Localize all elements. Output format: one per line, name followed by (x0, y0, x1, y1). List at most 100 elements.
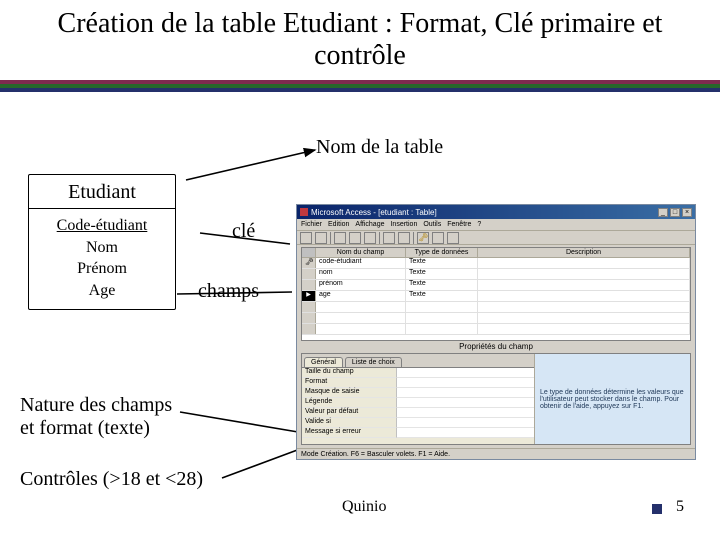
menu-item[interactable]: Insertion (390, 221, 417, 228)
row-selector[interactable] (302, 302, 316, 312)
property-row[interactable]: Message si erreur (302, 428, 534, 438)
toolbar-button[interactable] (349, 232, 361, 244)
entity-attr-0: Code-étudiant (37, 215, 167, 237)
table-row[interactable]: nomTexte (302, 269, 690, 280)
toolbar-sep (330, 232, 331, 244)
properties-tabs: Général Liste de choix (302, 354, 534, 367)
tab-list[interactable]: Liste de choix (345, 357, 402, 367)
property-value[interactable] (397, 368, 534, 378)
cell-type[interactable] (406, 302, 478, 312)
cell-name[interactable] (316, 324, 406, 334)
cell-name[interactable]: prénom (316, 280, 406, 290)
row-selector[interactable] (302, 313, 316, 323)
window-close-button[interactable]: × (682, 208, 692, 217)
cell-name[interactable]: code-étudiant (316, 258, 406, 268)
property-label: Valide si (302, 418, 397, 428)
row-selector[interactable] (302, 280, 316, 290)
property-row[interactable]: Masque de saisie (302, 388, 534, 398)
access-screenshot: Microsoft Access - [etudiant : Table] _ … (296, 204, 696, 460)
primary-key-button[interactable]: 🗝 (417, 232, 429, 244)
menu-item[interactable]: Edition (328, 221, 349, 228)
table-row[interactable] (302, 313, 690, 324)
cell-type[interactable]: Texte (406, 280, 478, 290)
cell-desc[interactable] (478, 258, 690, 268)
menu-item[interactable]: Outils (423, 221, 441, 228)
cell-desc[interactable] (478, 291, 690, 301)
property-row[interactable]: Format (302, 378, 534, 388)
label-cle: clé (232, 220, 255, 243)
property-value[interactable] (397, 388, 534, 398)
grid-body[interactable]: code-étudiantTextenomTexteprénomTexteage… (302, 258, 690, 340)
cell-desc[interactable] (478, 269, 690, 279)
label-table-name: Nom de la table (316, 136, 443, 159)
cell-name[interactable]: age (316, 291, 406, 301)
property-value[interactable] (397, 408, 534, 418)
table-row[interactable] (302, 302, 690, 313)
cell-desc[interactable] (478, 324, 690, 334)
grid-headers: Nom du champ Type de données Description (302, 248, 690, 258)
row-selector[interactable] (302, 269, 316, 279)
cell-type[interactable]: Texte (406, 258, 478, 268)
toolbar-button[interactable] (315, 232, 327, 244)
properties-help: Le type de données détermine les valeurs… (535, 354, 690, 444)
shot-toolbar: 🗝 (297, 231, 695, 245)
shot-menubar[interactable]: Fichier Edition Affichage Insertion Outi… (297, 219, 695, 231)
cell-desc[interactable] (478, 302, 690, 312)
table-row[interactable]: ageTexte (302, 291, 690, 302)
toolbar-button[interactable] (432, 232, 444, 244)
property-row[interactable]: Valide si (302, 418, 534, 428)
table-row[interactable] (302, 324, 690, 335)
window-max-button[interactable]: □ (670, 208, 680, 217)
property-label: Message si erreur (302, 428, 397, 438)
entity-box: Etudiant Code-étudiant Nom Prénom Age (28, 174, 176, 310)
row-selector[interactable] (302, 291, 316, 301)
app-icon (300, 208, 308, 216)
toolbar-button[interactable] (364, 232, 376, 244)
property-value[interactable] (397, 378, 534, 388)
cell-type[interactable] (406, 313, 478, 323)
menu-item[interactable]: Fichier (301, 221, 322, 228)
cell-desc[interactable] (478, 280, 690, 290)
property-row[interactable]: Légende (302, 398, 534, 408)
toolbar-sep (379, 232, 380, 244)
footer-bullet (652, 504, 662, 514)
toolbar-button[interactable] (334, 232, 346, 244)
cell-name[interactable] (316, 313, 406, 323)
label-nature: Nature des champs et format (texte) (20, 394, 172, 440)
menu-item[interactable]: ? (477, 221, 481, 228)
property-value[interactable] (397, 418, 534, 428)
table-row[interactable]: prénomTexte (302, 280, 690, 291)
toolbar-button[interactable] (383, 232, 395, 244)
row-selector[interactable] (302, 258, 316, 268)
property-value[interactable] (397, 398, 534, 408)
row-selector[interactable] (302, 324, 316, 334)
properties-list[interactable]: Taille du champFormatMasque de saisieLég… (302, 367, 534, 444)
cell-type[interactable] (406, 324, 478, 334)
cell-desc[interactable] (478, 313, 690, 323)
field-grid[interactable]: Nom du champ Type de données Description… (301, 247, 691, 341)
cell-type[interactable]: Texte (406, 269, 478, 279)
menu-item[interactable]: Fenêtre (447, 221, 471, 228)
slide-title: Création de la table Etudiant : Format, … (0, 0, 720, 76)
label-controles: Contrôles (>18 et <28) (20, 468, 203, 491)
toolbar-button[interactable] (447, 232, 459, 244)
status-text: Mode Création. F6 = Basculer volets. F1 … (301, 451, 450, 458)
property-row[interactable]: Taille du champ (302, 368, 534, 378)
property-label: Légende (302, 398, 397, 408)
toolbar-button[interactable] (300, 232, 312, 244)
toolbar-button[interactable] (398, 232, 410, 244)
menu-item[interactable]: Affichage (355, 221, 384, 228)
tab-general[interactable]: Général (304, 357, 343, 367)
shot-titlebar: Microsoft Access - [etudiant : Table] _ … (297, 205, 695, 219)
property-row[interactable]: Valeur par défaut (302, 408, 534, 418)
window-min-button[interactable]: _ (658, 208, 668, 217)
cell-name[interactable]: nom (316, 269, 406, 279)
page-number: 5 (676, 498, 684, 516)
cell-name[interactable] (316, 302, 406, 312)
rule-3 (0, 88, 720, 92)
table-row[interactable]: code-étudiantTexte (302, 258, 690, 269)
property-value[interactable] (397, 428, 534, 438)
entity-attr-2: Prénom (37, 258, 167, 280)
cell-type[interactable]: Texte (406, 291, 478, 301)
label-champs: champs (198, 280, 259, 303)
